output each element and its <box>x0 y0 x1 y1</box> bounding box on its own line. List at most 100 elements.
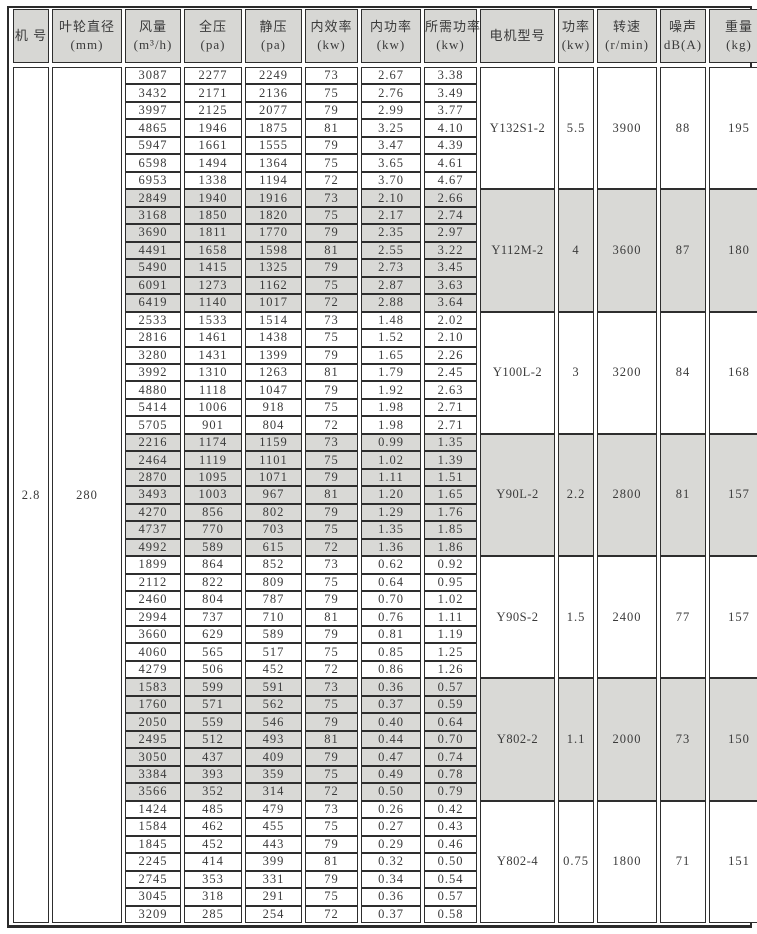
cell-required-power: 4.67 <box>424 171 477 190</box>
cell-internal-power: 3.70 <box>361 171 421 190</box>
table-row: 4270 856 802 79 1.29 1.76 <box>13 503 757 522</box>
cell-internal-power: 1.52 <box>361 329 421 347</box>
header-label: 转速 <box>612 19 641 35</box>
cell-static-pressure: 452 <box>245 660 302 679</box>
cell-total-pressure: 485 <box>184 800 242 819</box>
cell-internal-power: 2.73 <box>361 259 421 277</box>
cell-required-power: 1.11 <box>424 608 477 626</box>
cell-efficiency: 81 <box>305 363 358 382</box>
cell-efficiency: 73 <box>305 433 358 452</box>
cell-required-power: 2.02 <box>424 311 477 330</box>
cell-internal-power: 0.44 <box>361 730 421 749</box>
header-label: 重量 <box>724 19 753 35</box>
cell-total-pressure: 2125 <box>184 101 242 120</box>
cell-required-power: 0.78 <box>424 765 477 784</box>
cell-airflow: 5414 <box>125 398 181 417</box>
cell-static-pressure: 359 <box>245 765 302 784</box>
cell-static-pressure: 967 <box>245 486 302 504</box>
cell-total-pressure: 1658 <box>184 241 242 260</box>
cell-noise: 77 <box>660 556 706 679</box>
table-row: 3045 318 291 75 0.36 0.57 <box>13 888 757 906</box>
cell-efficiency: 75 <box>305 573 358 592</box>
cell-required-power: 1.51 <box>424 468 477 487</box>
cell-efficiency: 81 <box>305 241 358 260</box>
cell-efficiency: 79 <box>305 591 358 609</box>
cell-static-pressure: 2077 <box>245 101 302 120</box>
cell-airflow: 4880 <box>125 381 181 399</box>
cell-required-power: 3.77 <box>424 101 477 120</box>
cell-airflow: 2533 <box>125 311 181 330</box>
header-label: 所需功率 <box>425 19 482 35</box>
cell-internal-power: 2.99 <box>361 101 421 120</box>
cell-total-pressure: 856 <box>184 503 242 522</box>
cell-internal-power: 0.85 <box>361 643 421 661</box>
cell-internal-power: 0.27 <box>361 818 421 836</box>
cell-airflow: 4279 <box>125 660 181 679</box>
table-row: 2.8 280 3087 2277 2249 73 2.67 3.38 Y132S1-2 5.5 3… <box>13 67 757 923</box>
col-header-internal-power: 内功率 (kw) <box>361 9 421 63</box>
cell-internal-power: 0.32 <box>361 853 421 871</box>
table-row: 4880 1118 1047 79 1.92 2.63 <box>13 381 757 399</box>
header-label: 静压 <box>259 19 288 35</box>
cell-machine-no: 2.8 <box>13 67 49 923</box>
col-header-static-pressure: 静压 (pa) <box>245 9 302 63</box>
header-label: 电机型号 <box>489 28 546 44</box>
cell-airflow: 1584 <box>125 818 181 836</box>
cell-efficiency: 75 <box>305 276 358 295</box>
cell-efficiency: 81 <box>305 608 358 626</box>
cell-efficiency: 75 <box>305 451 358 469</box>
cell-internal-power: 1.92 <box>361 381 421 399</box>
cell-airflow: 3992 <box>125 363 181 382</box>
cell-total-pressure: 285 <box>184 905 242 923</box>
cell-internal-power: 1.79 <box>361 363 421 382</box>
cell-efficiency: 73 <box>305 189 358 207</box>
table-row: 6419 1140 1017 72 2.88 3.64 <box>13 294 757 312</box>
col-header-noise: 噪声 dB(A) <box>660 9 706 63</box>
table-row: 1583 599 591 73 0.36 0.57 Y802-2 1.1 2000 73 150 <box>13 678 757 801</box>
cell-airflow: 1760 <box>125 695 181 714</box>
cell-internal-power: 1.65 <box>361 346 421 364</box>
cell-static-pressure: 291 <box>245 888 302 906</box>
table-row: 3493 1003 967 81 1.20 1.65 <box>13 486 757 504</box>
cell-weight: 180 <box>709 189 757 312</box>
table-row: 4279 506 452 72 0.86 1.26 <box>13 660 757 679</box>
cell-required-power: 4.39 <box>424 136 477 155</box>
cell-efficiency: 81 <box>305 486 358 504</box>
cell-noise: 88 <box>660 67 706 190</box>
cell-total-pressure: 1003 <box>184 486 242 504</box>
col-header-power: 功率 (kw) <box>558 9 594 63</box>
cell-required-power: 1.65 <box>424 486 477 504</box>
cell-total-pressure: 393 <box>184 765 242 784</box>
cell-required-power: 1.25 <box>424 643 477 661</box>
cell-static-pressure: 331 <box>245 870 302 889</box>
cell-required-power: 3.38 <box>424 67 477 85</box>
cell-total-pressure: 1118 <box>184 381 242 399</box>
cell-static-pressure: 1364 <box>245 154 302 172</box>
cell-total-pressure: 1338 <box>184 171 242 190</box>
cell-static-pressure: 1162 <box>245 276 302 295</box>
cell-efficiency: 72 <box>305 905 358 923</box>
cell-required-power: 0.70 <box>424 730 477 749</box>
cell-internal-power: 1.98 <box>361 398 421 417</box>
cell-total-pressure: 1661 <box>184 136 242 155</box>
cell-internal-power: 2.35 <box>361 224 421 242</box>
cell-static-pressure: 589 <box>245 626 302 644</box>
cell-internal-power: 0.34 <box>361 870 421 889</box>
cell-required-power: 0.79 <box>424 783 477 801</box>
cell-efficiency: 79 <box>305 835 358 854</box>
fan-spec-table: 机 号 叶轮直径 (mm) 风量 (m³/h) 全压 (pa) 静压 (p <box>10 9 757 923</box>
cell-efficiency: 81 <box>305 853 358 871</box>
cell-efficiency: 79 <box>305 136 358 155</box>
cell-airflow: 3384 <box>125 765 181 784</box>
cell-speed: 3200 <box>597 311 657 434</box>
header-unit: (kw) <box>376 37 406 52</box>
cell-static-pressure: 1194 <box>245 171 302 190</box>
cell-power: 1.5 <box>558 556 594 679</box>
cell-total-pressure: 1946 <box>184 119 242 137</box>
cell-required-power: 3.63 <box>424 276 477 295</box>
table-row: 3050 437 409 79 0.47 0.74 <box>13 748 757 766</box>
cell-static-pressure: 1159 <box>245 433 302 452</box>
cell-efficiency: 73 <box>305 67 358 85</box>
cell-internal-power: 0.81 <box>361 626 421 644</box>
cell-internal-power: 0.29 <box>361 835 421 854</box>
